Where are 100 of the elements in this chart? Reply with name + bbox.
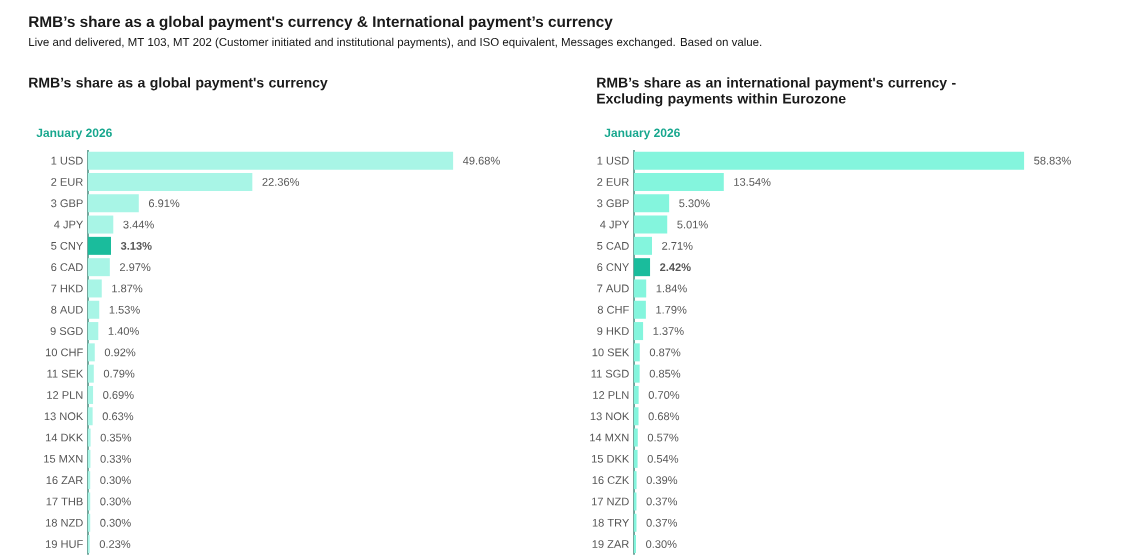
y-tick-label: 3 GBP [597, 199, 629, 208]
bar [634, 385, 639, 404]
data-label: 3.44% [123, 220, 154, 229]
y-tick-label: 4 JPY [600, 220, 630, 229]
bar [634, 322, 644, 341]
data-label: 2.97% [119, 263, 151, 272]
y-tick-label: 16 CZK [592, 476, 630, 485]
y-tick-label: 11 SEK [47, 369, 84, 378]
bar [88, 471, 91, 490]
y-tick-label: 13 NOK [590, 412, 630, 421]
bar [634, 151, 1025, 170]
y-tick-label: 7 HKD [51, 284, 83, 293]
y-tick-label: 14 DKK [45, 433, 84, 442]
y-tick-label: 1 USD [597, 156, 629, 165]
data-label: 1.37% [653, 327, 684, 335]
y-tick-label: 8 AUD [51, 305, 83, 314]
bar [88, 258, 110, 277]
data-label: 0.23% [99, 540, 131, 548]
bar [88, 300, 100, 319]
data-label: 1.53% [109, 305, 140, 314]
bar [634, 364, 640, 383]
y-tick-label: 1 USD [51, 156, 83, 165]
y-tick-label: 4 JPY [54, 220, 84, 229]
data-label: 0.37% [646, 518, 678, 527]
data-label: 0.70% [648, 391, 680, 399]
bar [88, 343, 95, 362]
bar [634, 428, 638, 447]
text: RMB’s share as a global payment's currency & International payment’s currency [29, 15, 613, 31]
data-label: 1.84% [656, 284, 687, 293]
bar [88, 385, 94, 404]
y-tick-label: 19 ZAR [592, 540, 629, 548]
y-tick-label: 12 PLN [593, 391, 629, 399]
data-label: 0.79% [103, 369, 135, 378]
data-label: 2.71% [662, 241, 693, 250]
data-label: 1.87% [112, 284, 143, 293]
data-label: 0.68% [648, 412, 680, 421]
text: Live and delivered, MT 103, MT 202 (Customer initiated and institutional payments), and ISO equivalent, Messages exchanged. Based on value. [29, 37, 762, 49]
data-label: 0.63% [102, 412, 134, 421]
data-label: 0.85% [649, 369, 681, 378]
bar [634, 194, 670, 213]
data-label: 13.54% [734, 178, 771, 186]
data-label: 0.35% [100, 433, 132, 442]
data-label: 0.57% [647, 433, 679, 442]
bar [88, 322, 99, 341]
y-tick-label: 9 SGD [50, 327, 83, 335]
y-tick-label: 8 CHF [597, 305, 629, 314]
y-tick-label: 9 HKD [597, 327, 629, 335]
y-tick-label: 12 PLN [47, 391, 83, 399]
y-tick-label: 10 SEK [592, 348, 630, 357]
data-label: 0.87% [649, 348, 681, 357]
data-label: 58.83% [1034, 156, 1071, 165]
bar [88, 151, 454, 170]
bar [634, 258, 651, 277]
y-tick-label: 18 NZD [46, 518, 83, 527]
bar [88, 407, 93, 426]
y-tick-label: 19 HUF [46, 540, 83, 548]
y-tick-label: 5 CNY [51, 241, 84, 250]
data-label: 0.92% [104, 348, 136, 357]
bar [88, 236, 111, 255]
data-label: 1.40% [108, 327, 139, 335]
bar [634, 471, 637, 490]
chart-subtitle: January 2026 [604, 128, 680, 140]
bar [634, 407, 639, 426]
y-tick-label: 2 EUR [51, 178, 83, 186]
data-label: 0.54% [647, 454, 679, 463]
data-label: 0.39% [646, 476, 678, 485]
y-tick-label: 14 MXN [590, 433, 629, 442]
y-tick-label: 15 DKK [591, 455, 630, 463]
bar [634, 172, 724, 191]
data-label: 0.37% [646, 497, 678, 506]
bar [88, 279, 102, 298]
bar [88, 194, 139, 213]
data-label: 6.91% [148, 199, 180, 208]
bar [634, 215, 668, 234]
chart-subtitle: January 2026 [36, 128, 112, 140]
bar [634, 300, 646, 319]
y-tick-label: 2 EUR [597, 178, 629, 186]
y-tick-label: 5 CAD [597, 241, 629, 250]
data-label: 49.68% [462, 156, 500, 165]
data-label: 0.30% [100, 476, 131, 485]
bar [634, 449, 638, 468]
bar [634, 236, 652, 255]
data-label: 0.30% [646, 540, 677, 548]
bar [634, 279, 647, 298]
data-label: 0.30% [100, 518, 131, 527]
y-tick-label: 6 CAD [51, 263, 83, 272]
bar [88, 513, 91, 532]
chart-title: RMB’s share as a global payment's currency [29, 77, 328, 91]
y-tick-label: 16 ZAR [46, 476, 83, 485]
data-label: 0.30% [100, 497, 131, 506]
data-label: 22.36% [262, 178, 300, 186]
data-label: 1.79% [656, 305, 687, 314]
bar [88, 172, 253, 191]
y-tick-label: 17 THB [46, 497, 83, 506]
data-label: 0.33% [100, 454, 132, 463]
chart-title: RMB’s share as an international payment's currency - Excluding payments within Eurozone [597, 77, 956, 107]
y-tick-label: 10 CHF [46, 348, 83, 357]
bar [88, 364, 94, 383]
y-tick-label: 18 TRY [592, 518, 630, 527]
bar [88, 428, 91, 447]
